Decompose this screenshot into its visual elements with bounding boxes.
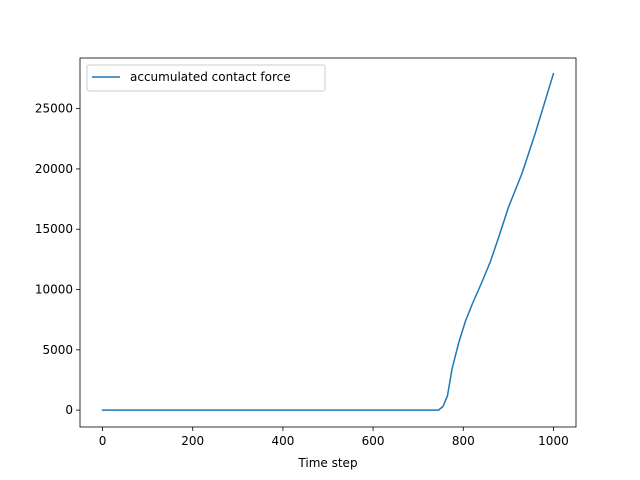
plot-frame	[79, 57, 577, 428]
y-tick-label: 5000	[42, 343, 73, 357]
x-axis-ticks: 0 200 400 600 800 1000	[99, 427, 569, 448]
x-axis-label: Time step	[297, 456, 357, 470]
y-axis-ticks: 0 5000 10000 15000 20000 25000	[35, 102, 80, 417]
series-line-accumulated-contact-force	[101, 72, 555, 411]
y-tick-label: 25000	[35, 102, 73, 116]
plot-area	[101, 72, 555, 411]
y-tick-label: 15000	[35, 222, 73, 236]
x-tick-label: 0	[99, 434, 107, 448]
x-tick-label: 800	[452, 434, 475, 448]
y-tick-label: 0	[65, 403, 73, 417]
legend-label-accumulated-contact-force: accumulated contact force	[130, 70, 291, 84]
x-tick-label: 600	[362, 434, 385, 448]
y-tick-label: 10000	[35, 283, 73, 297]
legend: accumulated contact force	[86, 64, 326, 92]
x-tick-label: 1000	[538, 434, 569, 448]
legend-box	[86, 64, 326, 92]
y-tick-label: 20000	[35, 162, 73, 176]
x-tick-label: 200	[181, 434, 204, 448]
x-tick-label: 400	[271, 434, 294, 448]
